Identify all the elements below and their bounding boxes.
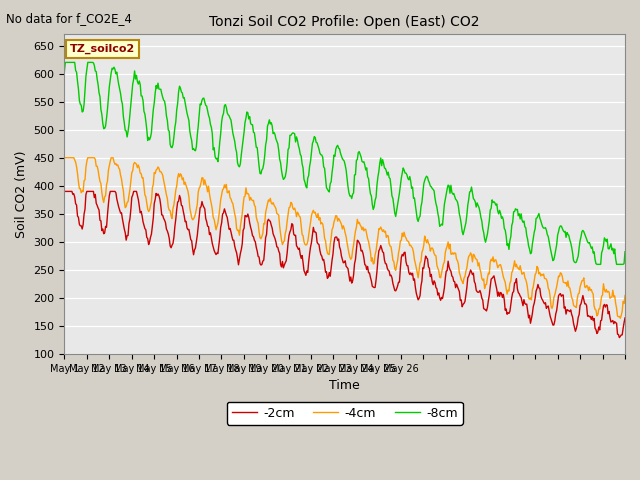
X-axis label: Time: Time [330,379,360,392]
-8cm [621,249,629,254]
Y-axis label: Soil CO2 (mV): Soil CO2 (mV) [15,150,28,238]
Line: -8cm: -8cm [65,62,625,264]
Text: No data for f_CO2E_4: No data for f_CO2E_4 [6,12,132,25]
-8cm [315,146,323,152]
-8cm [484,231,492,237]
-4cm [483,282,490,288]
-8cm [161,98,168,104]
Line: -4cm: -4cm [65,158,625,318]
Line: -2cm: -2cm [65,192,625,337]
-2cm [616,335,623,340]
-8cm [61,69,68,74]
Title: Tonzi Soil CO2 Profile: Open (East) CO2: Tonzi Soil CO2 Profile: Open (East) CO2 [209,15,480,29]
-4cm [314,211,322,216]
-8cm [593,262,601,267]
-4cm [435,268,443,274]
-2cm [61,189,68,194]
-8cm [63,60,70,65]
-2cm [205,224,212,229]
-4cm [616,315,624,321]
-8cm [436,224,444,229]
-2cm [435,290,443,296]
-2cm [483,308,490,314]
-2cm [621,315,629,321]
-4cm [61,155,68,161]
-2cm [391,288,399,293]
-4cm [160,177,168,183]
-8cm [392,214,399,219]
-4cm [621,293,629,299]
-2cm [160,216,168,221]
Legend: -2cm, -4cm, -8cm: -2cm, -4cm, -8cm [227,402,463,425]
-4cm [205,183,212,189]
-2cm [314,241,322,247]
-8cm [205,115,213,121]
Text: TZ_soilco2: TZ_soilco2 [70,44,135,54]
-4cm [391,265,399,271]
